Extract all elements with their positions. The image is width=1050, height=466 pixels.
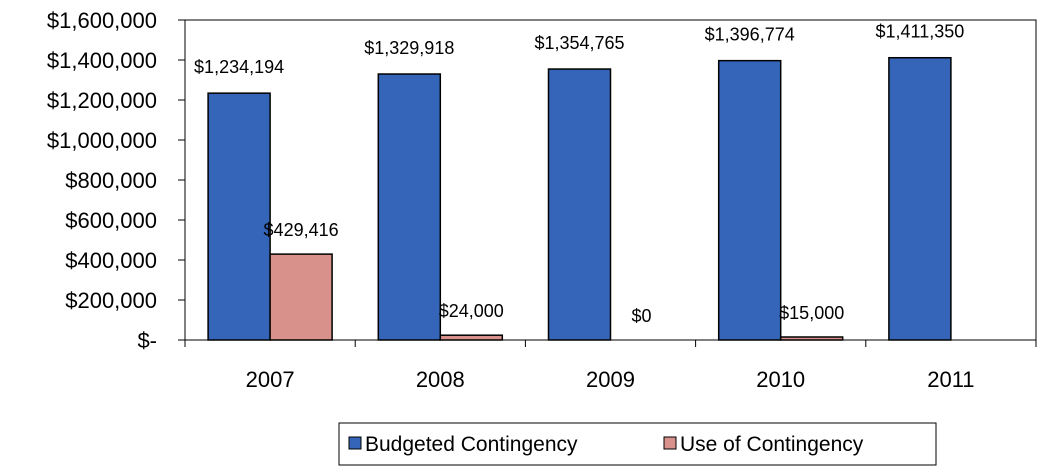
- legend: Budgeted Contingency Use of Contingency: [338, 422, 937, 466]
- data-label: $429,416: [264, 220, 339, 240]
- legend-entry: Budgeted Contingency: [365, 433, 578, 456]
- bar-use-of-contingency: [439, 334, 504, 341]
- data-label: $0: [631, 306, 651, 326]
- data-label: $1,329,918: [364, 38, 454, 58]
- y-tick-label: $600,000: [65, 208, 157, 233]
- y-tick-label: $1,200,000: [47, 88, 157, 113]
- y-tick-label: $-: [137, 328, 157, 353]
- x-tick-label: 2007: [246, 367, 295, 392]
- x-tick-label: 2010: [756, 367, 805, 392]
- bar-budgeted-contingency: [717, 59, 782, 341]
- data-label: $1,234,194: [194, 57, 284, 77]
- y-tick-label: $1,000,000: [47, 128, 157, 153]
- y-tick-label: $200,000: [65, 288, 157, 313]
- data-labels: $1,234,194 $429,416 $1,329,918 $24,000 $1,35…: [194, 22, 964, 326]
- legend-entry: Use of Contingency: [680, 433, 864, 456]
- legend-swatch: [348, 436, 362, 450]
- bar-budgeted-contingency: [547, 68, 612, 341]
- bar-budgeted-contingency: [377, 73, 442, 341]
- data-label: $1,396,774: [705, 25, 795, 45]
- bar-use-of-contingency: [779, 336, 844, 341]
- x-tick-label: 2009: [586, 367, 635, 392]
- data-label: $1,411,350: [876, 22, 965, 42]
- bar-use-of-contingency: [269, 253, 333, 341]
- y-tick-label: $1,600,000: [47, 8, 157, 33]
- y-tick-label: $400,000: [65, 248, 157, 273]
- y-tick-label: $1,400,000: [47, 48, 157, 73]
- legend-swatch: [663, 436, 677, 450]
- y-axis: $- $200,000 $400,000 $600,000 $800,000 $1,000…: [47, 8, 185, 353]
- data-label: $15,000: [779, 303, 844, 323]
- x-tick-label: 2011: [927, 367, 974, 392]
- legend-box: [338, 422, 937, 466]
- y-tick-label: $800,000: [65, 168, 157, 193]
- x-axis: 2007 2008 2009 2010 2011: [184, 340, 1037, 392]
- data-label: $24,000: [439, 301, 504, 321]
- bar-budgeted-contingency: [888, 56, 952, 341]
- x-tick-label: 2008: [416, 367, 465, 392]
- bars: [207, 56, 952, 341]
- data-label: $1,354,765: [534, 33, 624, 53]
- bar-budgeted-contingency: [207, 92, 271, 341]
